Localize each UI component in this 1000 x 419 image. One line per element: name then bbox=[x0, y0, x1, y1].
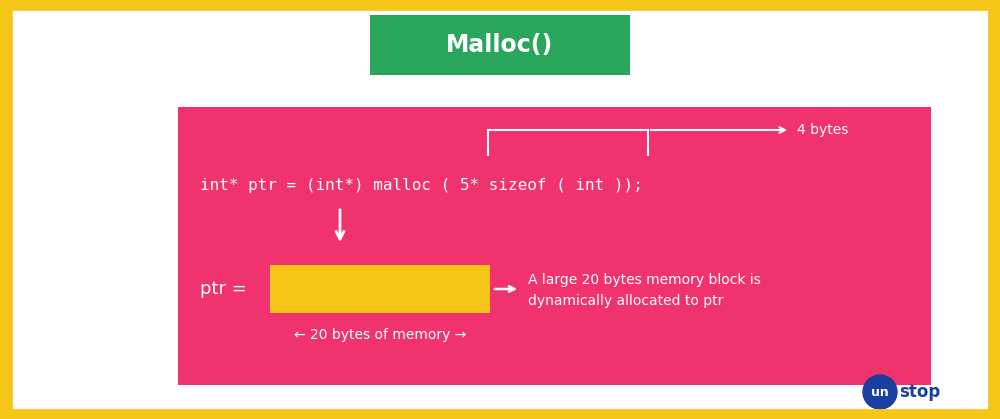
Text: ptr =: ptr = bbox=[200, 280, 247, 298]
Text: dynamically allocated to ptr: dynamically allocated to ptr bbox=[528, 294, 723, 308]
Bar bbox=[370, 15, 630, 75]
Text: A large 20 bytes memory block is: A large 20 bytes memory block is bbox=[528, 273, 761, 287]
Text: un: un bbox=[871, 385, 889, 398]
Text: 4 bytes: 4 bytes bbox=[797, 123, 848, 137]
Text: int* ptr = (int*) malloc ( 5* sizeof ( int ));: int* ptr = (int*) malloc ( 5* sizeof ( i… bbox=[200, 178, 643, 192]
Circle shape bbox=[863, 375, 897, 409]
Text: Malloc(): Malloc() bbox=[446, 33, 554, 57]
Bar bbox=[270, 265, 490, 313]
Text: stop: stop bbox=[899, 383, 940, 401]
Bar bbox=[178, 107, 931, 385]
Text: ← 20 bytes of memory →: ← 20 bytes of memory → bbox=[294, 328, 466, 342]
